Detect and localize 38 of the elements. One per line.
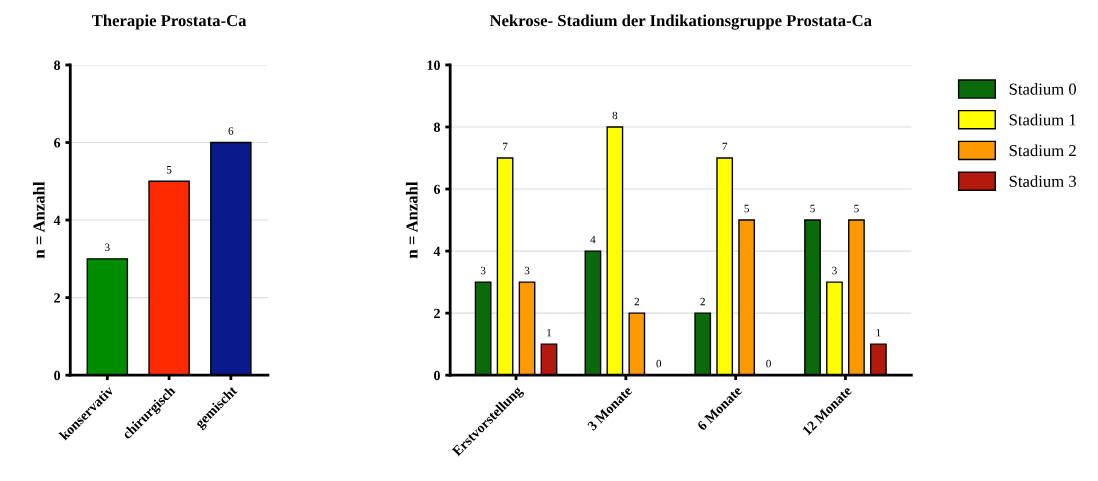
y-tick-label: 10 xyxy=(427,60,440,70)
y-tick-label: 8 xyxy=(54,60,61,70)
data-label: 4 xyxy=(590,235,596,244)
data-label: 0 xyxy=(766,359,771,368)
y-axis-title: n = Anzahl xyxy=(405,181,418,259)
data-label: 7 xyxy=(503,142,508,151)
data-label: 1 xyxy=(547,328,552,337)
y-axis-title: n = Anzahl xyxy=(32,181,45,259)
data-label: 7 xyxy=(722,142,728,151)
chart-title: Therapie Prostata-Ca xyxy=(91,14,247,30)
legend-label: Stadium 0 xyxy=(1009,83,1077,95)
data-label: 1 xyxy=(876,328,881,337)
data-label: 3 xyxy=(832,266,837,275)
data-label: 5 xyxy=(810,204,815,213)
y-tick-label: 2 xyxy=(54,293,60,303)
data-label: 8 xyxy=(612,111,618,120)
data-label: 5 xyxy=(854,204,859,213)
data-label: 2 xyxy=(634,297,639,306)
y-tick-label: 2 xyxy=(434,308,440,318)
data-label: 6 xyxy=(228,127,234,135)
y-tick-label: 4 xyxy=(53,215,61,225)
chart-title: Nekrose- Stadium der Indikationsgruppe Prostata-Ca xyxy=(489,14,872,30)
data-label: 0 xyxy=(656,359,662,368)
data-label: 3 xyxy=(105,243,110,252)
y-tick-label: 0 xyxy=(434,370,440,381)
data-label: 3 xyxy=(480,266,486,275)
data-label: 2 xyxy=(700,297,705,306)
legend-label: Stadium 2 xyxy=(1009,144,1076,157)
legend-label: Stadium 1 xyxy=(1009,113,1076,126)
data-label: 5 xyxy=(744,204,749,213)
data-label: 3 xyxy=(524,266,530,275)
y-tick-label: 6 xyxy=(54,138,61,148)
y-tick-label: 4 xyxy=(433,246,441,256)
y-tick-label: 0 xyxy=(54,370,61,381)
data-label: 5 xyxy=(166,166,172,174)
y-tick-label: 8 xyxy=(433,122,440,132)
legend-label: Stadium 3 xyxy=(1009,175,1077,187)
y-tick-label: 6 xyxy=(433,184,441,194)
